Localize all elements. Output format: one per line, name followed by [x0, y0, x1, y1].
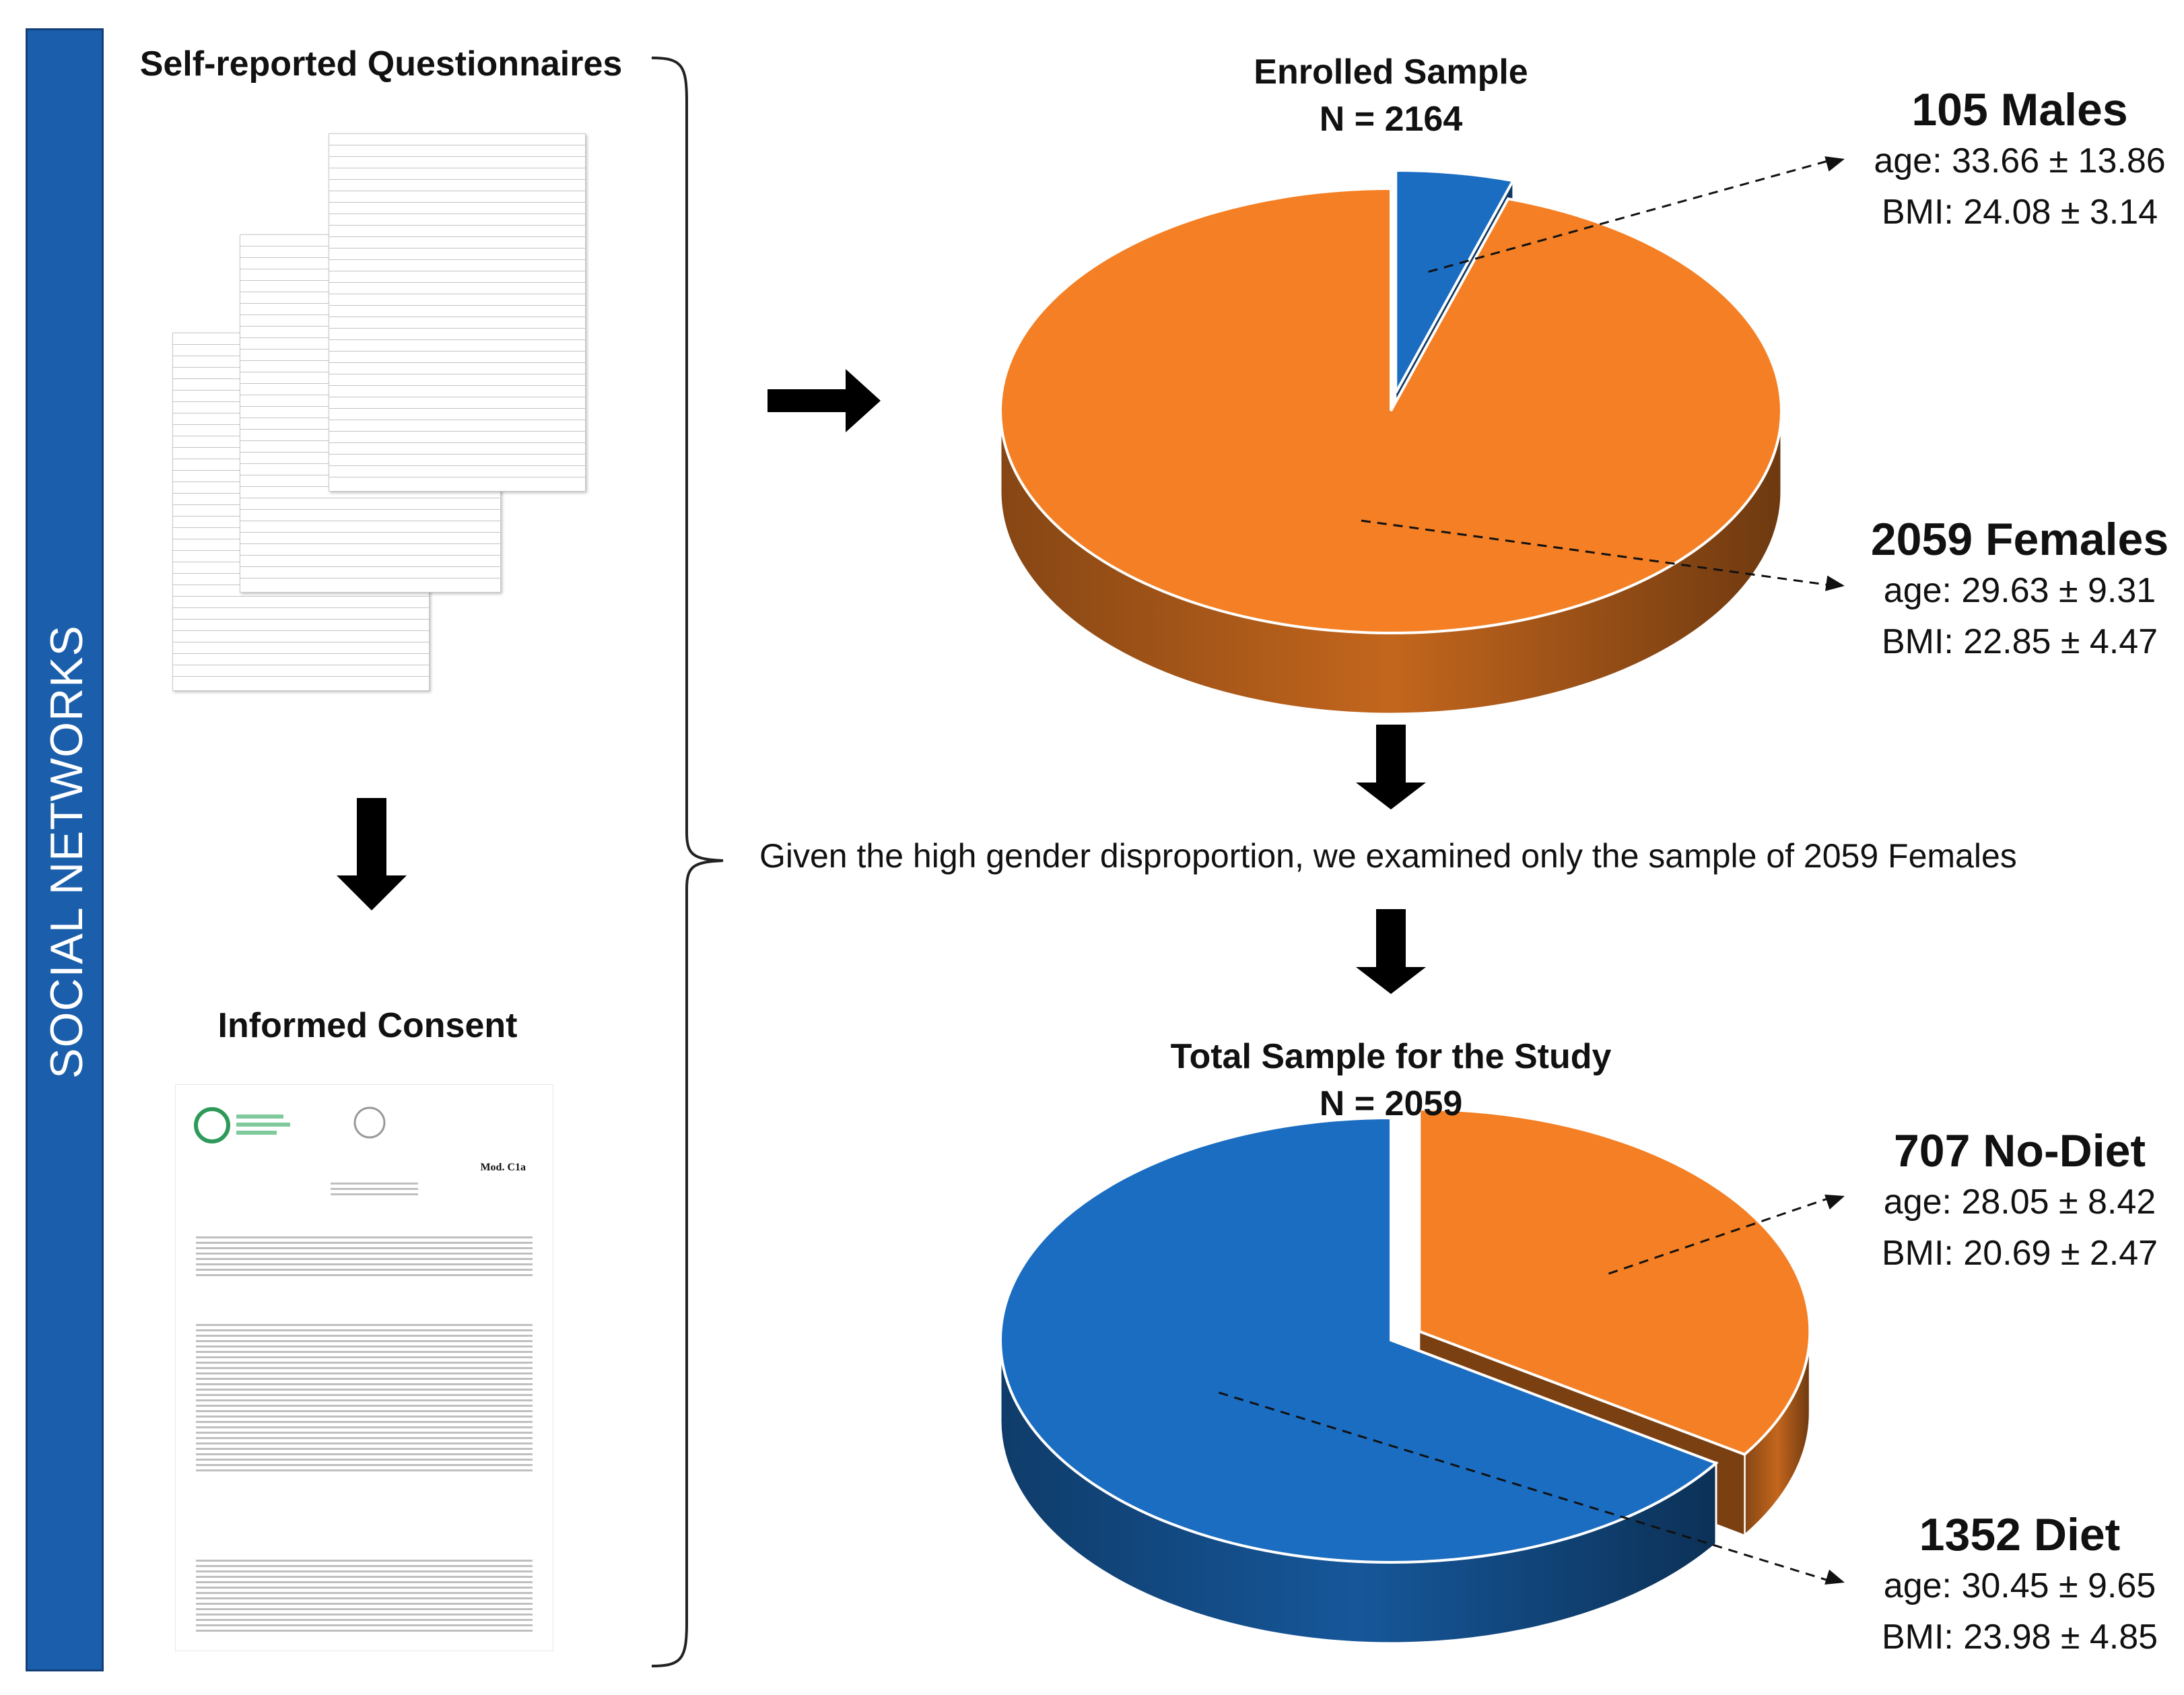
diet-stats: 1352 Diet age: 30.45 ± 9.65 BMI: 23.98 ±…	[1882, 1508, 2158, 1663]
no-diet-age: age: 28.05 ± 8.42	[1883, 1183, 2156, 1222]
arrow-down-left	[337, 798, 407, 910]
form-code: Mod. C1a	[480, 1162, 526, 1173]
no-diet-label: 707 No-Diet	[1893, 1125, 2146, 1176]
callout-males	[1428, 156, 1845, 273]
university-seal-icon	[353, 1106, 386, 1139]
diet-label: 1352 Diet	[1919, 1509, 2121, 1560]
males-stats: 105 Males age: 33.66 ± 13.86 BMI: 24.08 …	[1874, 84, 2165, 238]
no-diet-stats: 707 No-Diet age: 28.05 ± 8.42 BMI: 20.69…	[1882, 1125, 2158, 1279]
study-title: Total Sample for the Study	[1170, 1037, 1612, 1076]
enrolled-n: N = 2164	[1319, 100, 1463, 139]
pie-slice-females	[999, 187, 1783, 715]
pie-slice-diet	[999, 1116, 1719, 1644]
females-label: 2059 Females	[1870, 514, 2169, 565]
diet-age: age: 30.45 ± 9.65	[1883, 1566, 2156, 1606]
study-n: N = 2059	[1319, 1084, 1463, 1123]
pie-chart-1	[999, 169, 1783, 715]
arrow-down-1	[1356, 725, 1426, 809]
grouping-brace	[651, 57, 724, 1667]
callout-no-diet	[1608, 1194, 1845, 1275]
callout-diet	[1218, 1391, 1845, 1585]
consent-text-block-3	[196, 1556, 533, 1635]
hospital-logo-icon	[194, 1107, 230, 1143]
diet-bmi: BMI: 23.98 ± 4.85	[1881, 1617, 2158, 1657]
consent-document: Mod. C1a	[175, 1084, 553, 1651]
consent-logos	[194, 1106, 386, 1143]
arrow-right	[767, 369, 881, 432]
selection-note: Given the high gender disproportion, we …	[759, 837, 2017, 875]
females-stats: 2059 Females age: 29.63 ± 9.31 BMI: 22.8…	[1871, 513, 2169, 667]
females-age: age: 29.63 ± 9.31	[1883, 571, 2156, 611]
questionnaires-title: Self-reported Questionnaires	[139, 44, 623, 84]
males-age: age: 33.66 ± 13.86	[1874, 141, 2166, 181]
males-label: 105 Males	[1911, 84, 2128, 135]
consent-text-block-1	[196, 1233, 533, 1279]
questionnaire-page-1	[329, 133, 586, 492]
pie-chart-2	[999, 1108, 1812, 1644]
consent-title: Informed Consent	[217, 1006, 518, 1045]
males-bmi: BMI: 24.08 ± 3.14	[1881, 192, 2158, 232]
enrolled-title: Enrolled Sample	[1254, 53, 1528, 92]
arrow-down-2	[1356, 909, 1426, 994]
callout-females	[1361, 519, 1845, 591]
females-bmi: BMI: 22.85 ± 4.47	[1881, 622, 2158, 661]
no-diet-bmi: BMI: 20.69 ± 2.47	[1881, 1233, 2158, 1273]
side-banner: SOCIAL NETWORKS	[26, 28, 104, 1671]
consent-text-block-2	[196, 1321, 533, 1475]
